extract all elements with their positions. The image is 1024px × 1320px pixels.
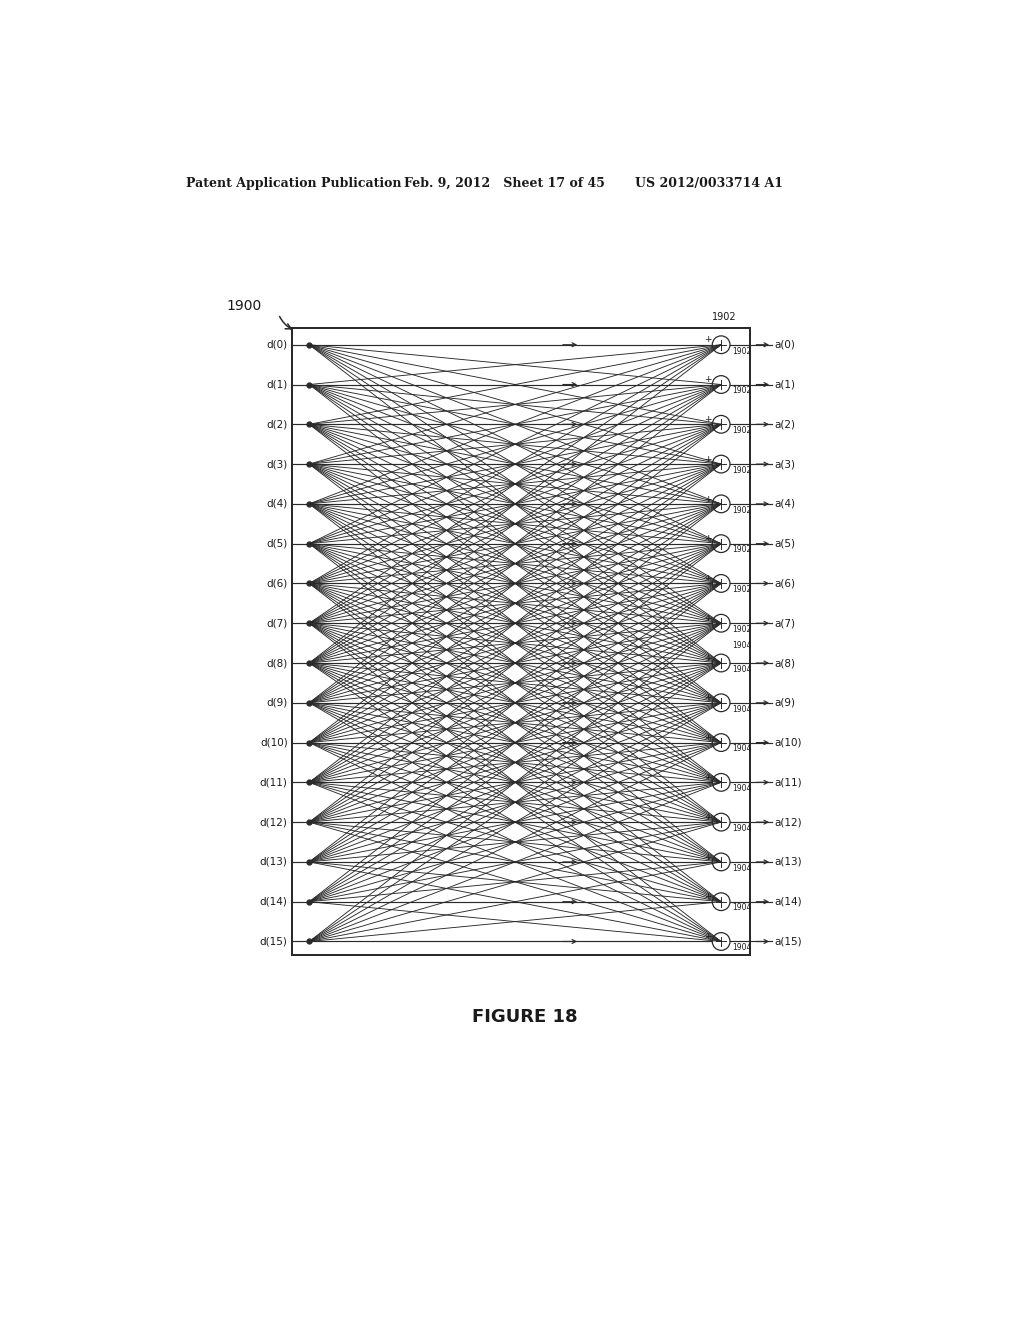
Text: 1904: 1904 (732, 642, 752, 651)
Text: a(2): a(2) (774, 420, 796, 429)
Text: +: + (703, 375, 712, 384)
Text: +: + (703, 813, 712, 822)
Text: a(10): a(10) (774, 738, 802, 747)
Text: a(15): a(15) (774, 936, 802, 946)
Text: 1900: 1900 (226, 300, 262, 313)
Text: d(3): d(3) (266, 459, 288, 469)
Text: 1902: 1902 (732, 387, 752, 395)
Text: d(7): d(7) (266, 618, 288, 628)
Text: a(11): a(11) (774, 777, 802, 787)
Text: +: + (703, 454, 712, 463)
Text: 1902: 1902 (732, 506, 752, 515)
Text: d(13): d(13) (260, 857, 288, 867)
Text: 1904: 1904 (732, 944, 752, 952)
Text: 1902: 1902 (712, 312, 736, 322)
Text: d(0): d(0) (266, 339, 288, 350)
Text: +: + (703, 932, 712, 941)
Text: d(5): d(5) (266, 539, 288, 549)
Text: a(14): a(14) (774, 896, 802, 907)
Text: 1904: 1904 (732, 863, 752, 873)
Text: +: + (703, 774, 712, 781)
Text: 1902: 1902 (732, 585, 752, 594)
Text: a(1): a(1) (774, 380, 796, 389)
Text: d(1): d(1) (266, 380, 288, 389)
Text: 1904: 1904 (732, 784, 752, 793)
Text: d(6): d(6) (266, 578, 288, 589)
Text: +: + (703, 335, 712, 345)
Text: a(9): a(9) (774, 698, 796, 708)
Text: a(5): a(5) (774, 539, 796, 549)
Text: Patent Application Publication: Patent Application Publication (186, 177, 401, 190)
Text: a(4): a(4) (774, 499, 796, 510)
Text: +: + (703, 535, 712, 544)
Text: 1904: 1904 (732, 903, 752, 912)
Text: FIGURE 18: FIGURE 18 (472, 1008, 578, 1026)
Text: 1902: 1902 (732, 545, 752, 554)
Text: d(14): d(14) (260, 896, 288, 907)
Text: d(9): d(9) (266, 698, 288, 708)
Text: +: + (703, 892, 712, 902)
Text: +: + (703, 653, 712, 663)
Text: +: + (703, 733, 712, 742)
Text: +: + (703, 574, 712, 583)
Text: +: + (703, 495, 712, 503)
Text: Feb. 9, 2012   Sheet 17 of 45: Feb. 9, 2012 Sheet 17 of 45 (403, 177, 605, 190)
Text: d(8): d(8) (266, 657, 288, 668)
Text: d(4): d(4) (266, 499, 288, 510)
Text: 1902: 1902 (732, 426, 752, 436)
Text: a(13): a(13) (774, 857, 802, 867)
Text: d(12): d(12) (260, 817, 288, 828)
Text: a(0): a(0) (774, 339, 796, 350)
Text: +: + (703, 614, 712, 623)
Text: a(7): a(7) (774, 618, 796, 628)
Text: d(2): d(2) (266, 420, 288, 429)
Text: +: + (703, 853, 712, 862)
Text: 1902: 1902 (732, 624, 752, 634)
Bar (292, 327, 751, 956)
Text: a(6): a(6) (774, 578, 796, 589)
Text: d(10): d(10) (260, 738, 288, 747)
Text: a(8): a(8) (774, 657, 796, 668)
Text: d(11): d(11) (260, 777, 288, 787)
Text: 1904: 1904 (732, 705, 752, 714)
Text: +: + (703, 693, 712, 702)
Text: US 2012/0033714 A1: US 2012/0033714 A1 (635, 177, 783, 190)
Bar (292, 327, 751, 956)
Text: d(15): d(15) (260, 936, 288, 946)
Text: a(12): a(12) (774, 817, 802, 828)
Text: 1904: 1904 (732, 824, 752, 833)
Text: 1904: 1904 (732, 744, 752, 754)
Text: a(3): a(3) (774, 459, 796, 469)
Text: 1902: 1902 (732, 466, 752, 475)
Text: 1904: 1904 (732, 665, 752, 673)
Text: 1902: 1902 (732, 347, 752, 355)
Text: +: + (703, 414, 712, 424)
